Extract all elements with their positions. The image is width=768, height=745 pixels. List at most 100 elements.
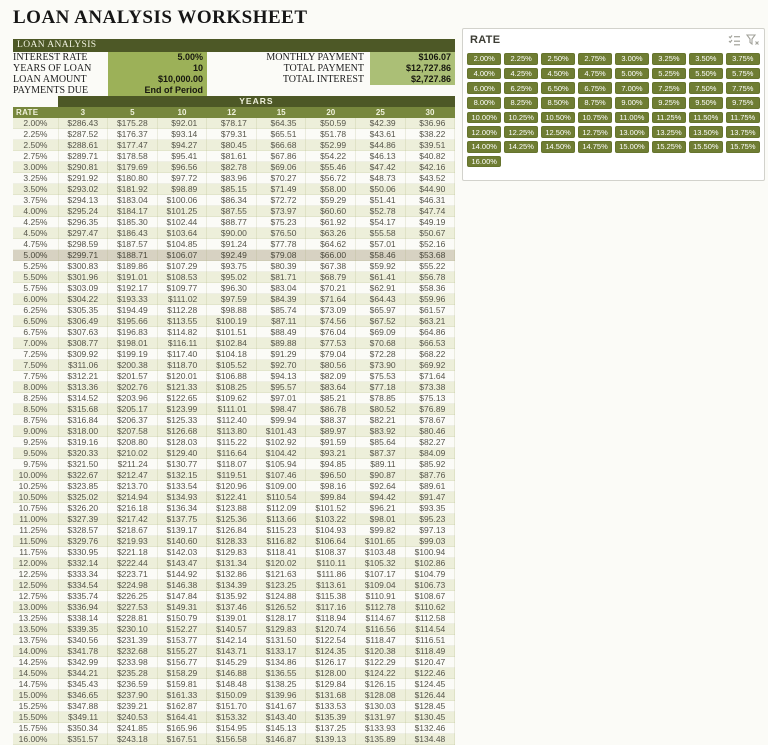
payment-cell: $99.94 bbox=[256, 414, 307, 426]
slicer-button[interactable]: 11.75% bbox=[725, 111, 760, 124]
loan-amount-input[interactable]: $10,000.00 bbox=[108, 74, 207, 85]
slicer-button[interactable]: 3.75% bbox=[725, 53, 760, 65]
slicer-button[interactable]: 15.50% bbox=[688, 141, 724, 153]
table-row: 15.75% $350.34 $241.85 $165.96 $154.95 $145.1… bbox=[13, 722, 456, 734]
slicer-button[interactable]: 4.50% bbox=[540, 67, 576, 80]
slicer-button[interactable]: 5.75% bbox=[725, 67, 760, 80]
slicer-button[interactable]: 6.50% bbox=[540, 82, 576, 94]
payment-cell: $78.85 bbox=[355, 392, 406, 404]
payment-cell: $330.95 bbox=[58, 546, 109, 558]
rate-cell: 14.00% bbox=[13, 645, 59, 657]
years-of-loan-input[interactable]: 10 bbox=[108, 63, 207, 74]
payment-cell: $118.47 bbox=[355, 634, 406, 646]
payment-cell: $47.42 bbox=[355, 161, 406, 173]
slicer-button[interactable]: 8.00% bbox=[467, 97, 502, 109]
slicer-button[interactable]: 16.00% bbox=[467, 155, 502, 168]
slicer-button[interactable]: 12.25% bbox=[503, 126, 539, 138]
slicer-button[interactable]: 2.25% bbox=[503, 53, 539, 65]
clear-filter-icon[interactable] bbox=[746, 34, 759, 46]
slicer-button[interactable]: 13.75% bbox=[725, 126, 760, 138]
slicer-button[interactable]: 3.00% bbox=[614, 53, 650, 65]
slicer-button[interactable]: 12.75% bbox=[577, 126, 613, 138]
slicer-button[interactable]: 10.50% bbox=[540, 111, 576, 124]
payment-cell: $233.98 bbox=[107, 656, 158, 668]
slicer-button[interactable]: 10.75% bbox=[577, 111, 613, 124]
slicer-button[interactable]: 13.00% bbox=[614, 126, 650, 138]
payment-cell: $53.68 bbox=[405, 249, 456, 261]
slicer-button[interactable]: 15.75% bbox=[725, 141, 760, 153]
slicer-button[interactable]: 14.25% bbox=[503, 141, 539, 153]
slicer-button[interactable]: 9.75% bbox=[725, 97, 760, 109]
rate-cell: 3.50% bbox=[13, 183, 59, 195]
payment-cell: $99.03 bbox=[405, 535, 456, 547]
slicer-button[interactable]: 8.50% bbox=[540, 97, 576, 109]
slicer-button[interactable]: 8.75% bbox=[577, 97, 613, 109]
slicer-button[interactable]: 11.00% bbox=[614, 111, 650, 124]
slicer-button[interactable]: 14.50% bbox=[540, 141, 576, 153]
slicer-button[interactable]: 6.25% bbox=[503, 82, 539, 94]
payment-cell: $189.86 bbox=[107, 260, 158, 272]
slicer-button[interactable]: 5.50% bbox=[688, 67, 724, 80]
slicer-button[interactable]: 7.75% bbox=[725, 82, 760, 94]
payment-cell: $311.06 bbox=[58, 359, 109, 371]
slicer-button[interactable]: 15.25% bbox=[651, 141, 687, 153]
slicer-button[interactable]: 6.00% bbox=[467, 82, 502, 94]
slicer-button[interactable]: 6.75% bbox=[577, 82, 613, 94]
slicer-button[interactable]: 7.50% bbox=[688, 82, 724, 94]
payment-cell: $122.46 bbox=[405, 667, 456, 679]
payment-cell: $118.41 bbox=[256, 546, 307, 558]
table-row: 8.50% $315.68 $205.17 $123.99 $111.01 $98.47 $… bbox=[13, 403, 456, 415]
payment-cell: $178.58 bbox=[107, 150, 158, 162]
slicer-button[interactable]: 5.00% bbox=[614, 67, 650, 80]
slicer-button[interactable]: 5.25% bbox=[651, 67, 687, 80]
payment-cell: $114.54 bbox=[405, 623, 456, 635]
slicer-button[interactable]: 9.50% bbox=[688, 97, 724, 109]
slicer-button[interactable]: 12.50% bbox=[540, 126, 576, 138]
slicer-button[interactable]: 11.50% bbox=[688, 111, 724, 124]
slicer-button[interactable]: 14.75% bbox=[577, 141, 613, 153]
payment-cell: $228.81 bbox=[107, 612, 158, 624]
payment-cell: $120.74 bbox=[305, 623, 357, 635]
monthly-payment-value: $106.07 bbox=[370, 52, 455, 63]
slicer-button[interactable]: 12.00% bbox=[467, 126, 502, 138]
slicer-button[interactable]: 13.25% bbox=[651, 126, 687, 138]
multi-select-icon[interactable] bbox=[728, 34, 741, 46]
table-row: 13.00% $336.94 $227.53 $149.31 $137.46 $126.5… bbox=[13, 601, 456, 613]
payment-cell: $313.36 bbox=[58, 381, 109, 393]
payment-cell: $39.51 bbox=[405, 139, 456, 151]
payment-cell: $61.57 bbox=[405, 304, 456, 316]
slicer-button[interactable]: 9.00% bbox=[614, 97, 650, 109]
slicer-button[interactable]: 4.25% bbox=[503, 67, 539, 80]
payment-cell: $107.17 bbox=[355, 568, 406, 580]
slicer-button[interactable]: 15.00% bbox=[614, 141, 650, 153]
payments-due-input[interactable]: End of Period bbox=[108, 85, 207, 96]
slicer-button[interactable]: 14.00% bbox=[467, 141, 502, 153]
slicer-button[interactable]: 4.75% bbox=[577, 67, 613, 80]
payment-cell: $239.21 bbox=[107, 700, 158, 712]
slicer-button[interactable]: 10.25% bbox=[503, 111, 539, 124]
table-row: 5.00% $299.71 $188.71 $106.07 $92.49 $79.08 $6… bbox=[13, 249, 456, 261]
payment-cell: $77.53 bbox=[305, 337, 357, 349]
slicer-button[interactable]: 3.25% bbox=[651, 53, 687, 65]
slicer-button[interactable]: 2.00% bbox=[467, 53, 502, 65]
payment-cell: $128.03 bbox=[157, 436, 208, 448]
slicer-button[interactable]: 8.25% bbox=[503, 97, 539, 109]
slicer-button[interactable]: 2.50% bbox=[540, 53, 576, 65]
slicer-button[interactable]: 3.50% bbox=[688, 53, 724, 65]
rate-cell: 2.50% bbox=[13, 139, 59, 151]
payment-cell: $113.61 bbox=[305, 579, 357, 591]
payment-cell: $322.67 bbox=[58, 469, 109, 481]
payment-cell: $52.16 bbox=[405, 238, 456, 250]
slicer-button[interactable]: 4.00% bbox=[467, 67, 502, 80]
payment-cell: $236.59 bbox=[107, 678, 158, 690]
payment-cell: $122.41 bbox=[206, 491, 257, 503]
slicer-button[interactable]: 2.75% bbox=[577, 53, 613, 65]
slicer-button[interactable]: 13.50% bbox=[688, 126, 724, 138]
slicer-button[interactable]: 7.00% bbox=[614, 82, 650, 94]
payment-cell: $130.77 bbox=[157, 458, 208, 470]
slicer-button[interactable]: 9.25% bbox=[651, 97, 687, 109]
slicer-button[interactable]: 7.25% bbox=[651, 82, 687, 94]
slicer-button[interactable]: 10.00% bbox=[467, 111, 502, 124]
slicer-button[interactable]: 11.25% bbox=[651, 111, 687, 124]
interest-rate-input[interactable]: 5.00% bbox=[108, 52, 207, 63]
